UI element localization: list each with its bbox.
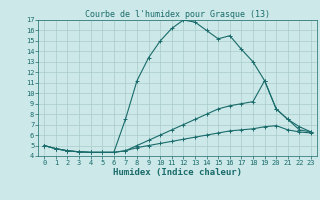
X-axis label: Humidex (Indice chaleur): Humidex (Indice chaleur): [113, 168, 242, 177]
Title: Courbe de l'humidex pour Grasque (13): Courbe de l'humidex pour Grasque (13): [85, 10, 270, 19]
